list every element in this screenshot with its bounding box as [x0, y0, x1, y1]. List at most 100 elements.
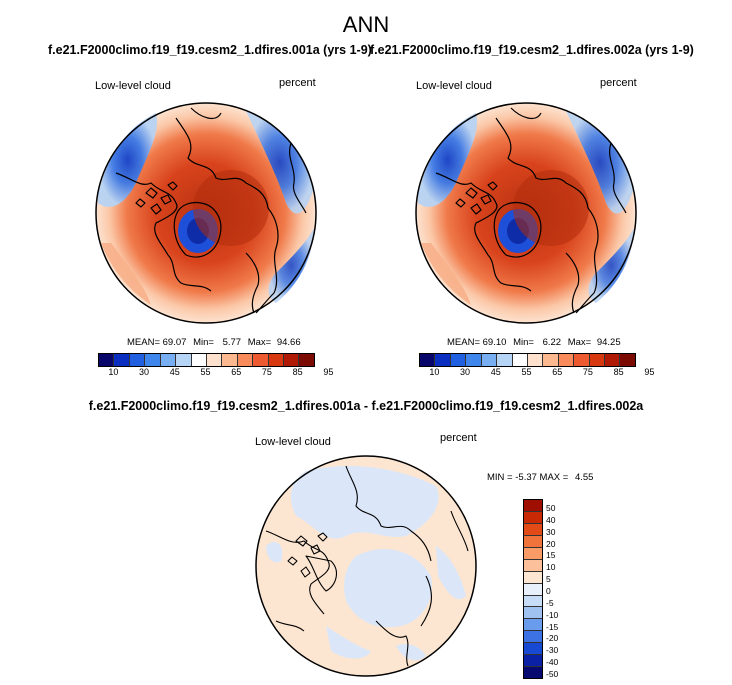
panel2-colorbar-swatch	[543, 354, 559, 366]
panel2-max-label: Max=	[567, 337, 592, 348]
panel2-colorbar-swatch	[512, 354, 528, 366]
panel3-colorbar-tick-label: 10	[546, 562, 556, 573]
panel3-polar-map	[255, 455, 477, 677]
panel3-colorbar-tick-label: -40	[546, 657, 559, 668]
panel1-colorbar-swatch	[284, 354, 300, 366]
panel3-colorbar-tick-label: -20	[546, 633, 559, 644]
panel2-colorbar-swatch	[466, 354, 482, 366]
panel2-colorbar-swatch	[497, 354, 513, 366]
panel1-colorbar-swatch	[160, 354, 177, 366]
panel3-colorbar-swatch	[524, 583, 542, 596]
panel3-colorbar-swatch	[524, 619, 542, 632]
panel2-colorbar-tick-label: 10	[429, 367, 440, 377]
panel2-colorbar-swatch	[605, 354, 621, 366]
panel3-colorbar-swatch	[524, 595, 542, 608]
panel3-colorbar-swatch	[524, 631, 542, 644]
case1-title: f.e21.F2000climo.f19_f19.cesm2_1.dfires.…	[48, 43, 372, 57]
panel1-variable: Low-level cloud	[95, 80, 171, 92]
panel2-colorbar-tick-label: 75	[582, 367, 593, 377]
panel2-mean-label: MEAN=	[447, 337, 480, 348]
panel2-colorbar-swatch	[574, 354, 590, 366]
panel1-colorbar-swatch	[145, 354, 161, 366]
panel1-colorbar-swatch	[268, 354, 285, 366]
panel2-min-value: 6.22	[542, 337, 562, 348]
panel3-colorbar-tick-label: 30	[546, 526, 556, 537]
panel3-min-value: -5.37	[515, 472, 537, 483]
panel3-colorbar-tick-label: 15	[546, 550, 556, 561]
panel3-stats: MIN = -5.37 MAX = 4.55	[487, 472, 593, 483]
panel3-max-label: MAX =	[539, 472, 569, 483]
diff-title: f.e21.F2000climo.f19_f19.cesm2_1.dfires.…	[88, 399, 644, 413]
panel2-colorbar-swatch	[620, 354, 635, 366]
panel1-max-value: 94.66	[276, 337, 301, 348]
panel1-colorbar-swatch	[206, 354, 223, 366]
panel1-colorbar-swatch	[191, 354, 207, 366]
panel1-colorbar-tick-label: 75	[261, 367, 272, 377]
panel3-colorbar-tick-label: -50	[546, 669, 559, 680]
panel2-units: percent	[600, 77, 637, 89]
panel3-colorbar-tick-label: 50	[546, 502, 556, 513]
panel3-colorbar-swatch	[524, 667, 542, 679]
panel1-colorbar-tick-label: 95	[323, 367, 334, 377]
panel2-colorbar-swatch	[558, 354, 575, 366]
panel2-stats: MEAN= 69.10 Min= 6.22 Max= 94.25	[447, 337, 621, 348]
panel2-colorbar-swatch	[420, 354, 436, 366]
panel3-colorbar-tick-label: -30	[546, 645, 559, 656]
panel3-colorbar-swatch	[524, 559, 542, 572]
panel2-min-label: Min=	[513, 337, 534, 348]
panel1-polar-map	[95, 102, 317, 324]
panel3-min-label: MIN =	[487, 472, 513, 483]
panel2-colorbar-tick-label: 55	[521, 367, 532, 377]
panel2-colorbar-tick-label: 95	[644, 367, 655, 377]
panel2-colorbar-tick-label: 85	[613, 367, 624, 377]
panel1-min-value: 5.77	[222, 337, 242, 348]
panel1-colorbar-tick-label: 45	[169, 367, 180, 377]
panel1-colorbar-swatch	[237, 354, 254, 366]
panel2-colorbar-swatch	[450, 354, 467, 366]
panel1-colorbar-swatch	[176, 354, 192, 366]
panel3-colorbar-tick-label: 0	[546, 585, 551, 596]
panel1-colorbar-swatch	[253, 354, 269, 366]
panel3-colorbar-tick-label: -15	[546, 621, 559, 632]
panel1-colorbar-tick-label: 55	[200, 367, 211, 377]
panel3-colorbar-swatch	[524, 643, 542, 656]
panel1-units: percent	[279, 77, 316, 89]
panel3-colorbar-tick-label: -10	[546, 609, 559, 620]
panel3-colorbar-tick-label: 20	[546, 538, 556, 549]
panel3-units: percent	[440, 432, 477, 444]
panel3-max-value: 4.55	[574, 472, 594, 483]
figure-title: ANN	[342, 12, 390, 37]
panel3-variable: Low-level cloud	[255, 436, 331, 448]
panel1-mean-value: 69.07	[162, 337, 187, 348]
panel3-colorbar-swatch	[524, 500, 542, 512]
panel3-colorbar	[523, 499, 543, 679]
panel1-min-label: Min=	[193, 337, 214, 348]
panel1-colorbar-swatch	[129, 354, 146, 366]
panel2-polar-map	[415, 102, 637, 324]
panel1-colorbar-tick-label: 30	[139, 367, 150, 377]
panel3-colorbar-swatch	[524, 523, 542, 536]
panel2-colorbar-tick-label: 65	[552, 367, 563, 377]
case2-title: f.e21.F2000climo.f19_f19.cesm2_1.dfires.…	[370, 43, 694, 57]
panel3-colorbar-tick-label: -5	[546, 597, 554, 608]
panel2-mean-value: 69.10	[482, 337, 507, 348]
panel1-colorbar-swatch	[222, 354, 238, 366]
panel2-colorbar	[419, 353, 636, 367]
panel2-colorbar-swatch	[527, 354, 544, 366]
panel1-colorbar-swatch	[99, 354, 115, 366]
panel1-colorbar-tick-label: 65	[231, 367, 242, 377]
panel3-colorbar-swatch	[524, 511, 542, 524]
panel1-colorbar-tick-label: 10	[108, 367, 119, 377]
panel3-colorbar-tick-label: 40	[546, 514, 556, 525]
panel2-colorbar-swatch	[435, 354, 451, 366]
panel2-colorbar-tick-label: 30	[460, 367, 471, 377]
panel3-colorbar-swatch	[524, 655, 542, 668]
panel1-mean-label: MEAN=	[127, 337, 160, 348]
panel1-stats: MEAN= 69.07 Min= 5.77 Max= 94.66	[127, 337, 301, 348]
panel2-colorbar-tick-label: 45	[490, 367, 501, 377]
panel3-colorbar-swatch	[524, 607, 542, 620]
panel3-colorbar-swatch	[524, 535, 542, 548]
panel1-max-label: Max=	[247, 337, 272, 348]
panel1-colorbar	[98, 353, 315, 367]
panel3-colorbar-swatch	[524, 571, 542, 584]
